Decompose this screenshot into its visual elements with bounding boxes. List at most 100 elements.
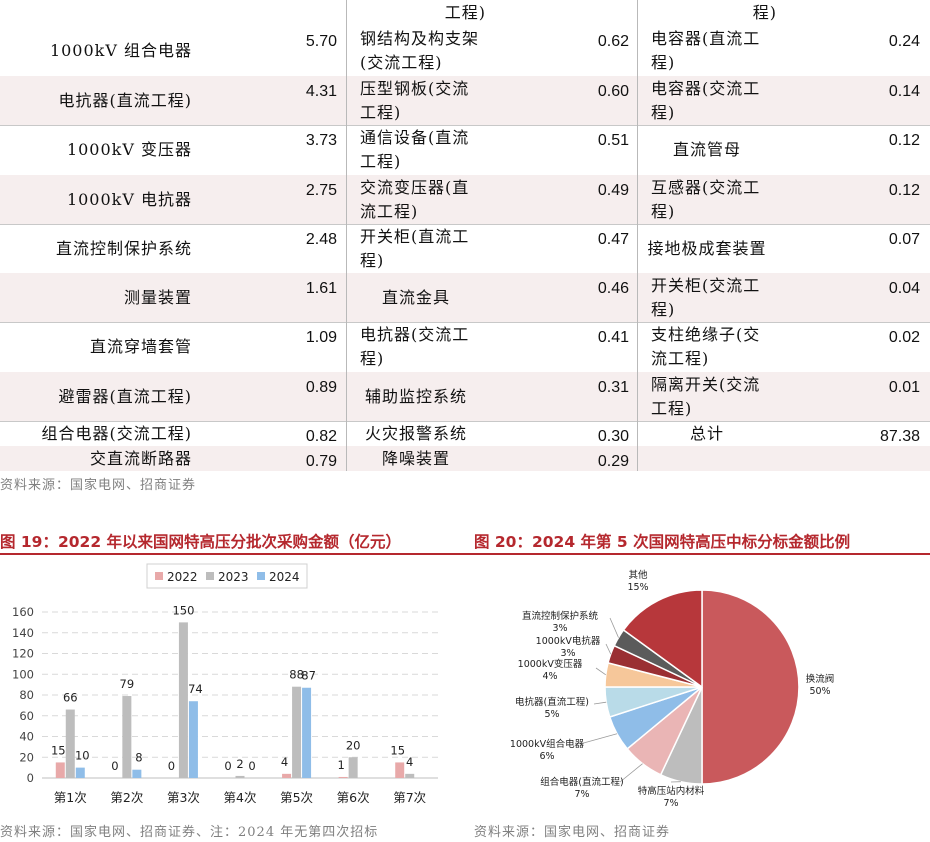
table-row: 交直流断路器 0.79 降噪装置 0.29: [0, 446, 930, 471]
bar: [395, 762, 405, 778]
table-cell-name: 避雷器(直流工程): [0, 372, 198, 421]
table-cell-name: 电抗器(交流工程): [346, 322, 486, 372]
table-row-partial: 工程) 程): [0, 0, 930, 26]
table-row-divider: [0, 322, 930, 323]
data-label: 88: [289, 668, 304, 682]
cell-text: 直流管母: [672, 140, 741, 159]
table-cell-value: 0.49: [597, 182, 629, 199]
data-label: 66: [63, 691, 78, 705]
table-cell-name: 直流控制保护系统: [0, 224, 198, 273]
table-cell-name: 交流变压器(直流工程): [346, 175, 486, 224]
fig19-title: 图 19：2022 年以来国网特高压分批次采购金额（亿元）: [0, 533, 402, 551]
slice-label: 1000kV变压器: [518, 658, 583, 670]
title-rule: [0, 553, 930, 555]
legend-label: 2022: [167, 570, 198, 584]
legend-swatch: [155, 572, 163, 580]
table-cell-name: 开关柜(交流工程): [637, 273, 777, 322]
table-cell-name: [637, 446, 777, 471]
table-cell-name: 电容器(交流工程): [637, 76, 777, 125]
table-cell-value: 0.29: [597, 453, 629, 470]
cell-text: 1000kV 组合电器: [49, 41, 192, 60]
data-label: 15: [51, 743, 66, 757]
table-cell-name: 1000kV 组合电器: [0, 26, 198, 76]
table-cell-name: 直流金具: [346, 273, 486, 322]
data-label: 0: [168, 759, 175, 773]
table-cell-value: 0.82: [305, 428, 337, 445]
fig20-source: 资料来源：国家电网、招商证券: [474, 825, 671, 840]
pie-slice: [622, 589, 703, 689]
table-cell-name: 交直流断路器: [0, 446, 198, 471]
table-cell-value: 0.14: [888, 83, 920, 100]
table-cell-value: 0.60: [597, 83, 629, 100]
table-cell-value: 1.61: [305, 280, 337, 297]
bar: [122, 696, 132, 778]
cell-text: 总计: [689, 423, 724, 443]
bar: [65, 709, 75, 778]
cell-text: 交直流断路器: [89, 448, 192, 468]
table-cell-name: 开关柜(直流工程): [346, 224, 486, 273]
table-cell-value: 0.24: [888, 33, 920, 50]
cell-text: 隔离开关(交流工程): [651, 374, 761, 418]
data-label: 4: [281, 755, 288, 769]
table-cell-name: 辅助监控系统: [346, 372, 486, 421]
bar: [235, 775, 245, 778]
pie-slice: [701, 589, 800, 785]
cell-text: 降噪装置: [381, 448, 450, 468]
cell-text: 火灾报警系统: [364, 423, 467, 443]
table-row: 避雷器(直流工程) 0.89 辅助监控系统 0.31 隔离开关(交流工程) 0.01: [0, 372, 930, 421]
slice-label: 1000kV组合电器: [510, 738, 585, 750]
table-cell-name: 互感器(交流工程): [637, 175, 777, 224]
slice-percent: 6%: [539, 751, 554, 762]
table-cell-name: 隔离开关(交流工程): [637, 372, 777, 421]
table-row: 测量装置 1.61 直流金具 0.46 开关柜(交流工程) 0.04: [0, 273, 930, 322]
y-tick-label: 60: [19, 709, 34, 723]
table-cell-name: 支柱绝缘子(交流工程): [637, 322, 777, 372]
cell-text: 测量装置: [123, 287, 192, 307]
cell-text: 组合电器(交流工程): [41, 423, 192, 443]
table-cell-value: 0.62: [597, 33, 629, 50]
table-cell-name: 直流管母: [637, 125, 777, 175]
table-cell-name: 测量装置: [0, 273, 198, 322]
slice-percent: 7%: [663, 798, 678, 809]
table-cell-name: 钢结构及构支架(交流工程): [346, 26, 486, 76]
table-row-divider: [0, 125, 930, 126]
x-tick-label: 第2次: [110, 790, 143, 805]
cell-text: 通信设备(直流工程): [360, 128, 470, 171]
bar: [132, 769, 142, 778]
cell-text: 1000kV 变压器: [66, 140, 192, 159]
table-cell-value: 4.31: [305, 83, 337, 100]
cell-text: 电容器(交流工程): [651, 78, 761, 122]
data-label: 4: [406, 755, 413, 769]
table-row: 1000kV 变压器 3.73 通信设备(直流工程) 0.51 直流管母 0.12: [0, 125, 930, 175]
table-cell-name: 1000kV 变压器: [0, 125, 198, 175]
slice-percent: 3%: [560, 648, 575, 659]
table-source: 资料来源：国家电网、招商证券: [0, 478, 197, 493]
slice-label: 电抗器(直流工程): [515, 696, 589, 708]
slice-percent: 3%: [552, 623, 567, 634]
table-cell-value: 5.70: [305, 33, 337, 50]
leader-line: [619, 763, 643, 783]
table-cell-value: 0.89: [305, 379, 337, 396]
x-tick-label: 第6次: [337, 790, 370, 805]
x-tick-label: 第4次: [224, 790, 257, 805]
table-cell-value: 0.46: [597, 280, 629, 297]
data-label: 1: [337, 758, 344, 772]
pie-leader-lines: [579, 617, 681, 783]
slice-label: 其他: [628, 569, 648, 581]
table-cell-value: 0.31: [597, 379, 629, 396]
bar: [338, 776, 348, 778]
y-tick-label: 0: [27, 771, 34, 785]
x-tick-label: 第1次: [54, 790, 87, 805]
bar: [348, 757, 358, 778]
data-label: 79: [120, 677, 135, 691]
x-tick-label: 第5次: [280, 790, 313, 805]
bar: [188, 701, 198, 778]
data-label: 15: [390, 743, 405, 757]
y-tick-label: 40: [19, 730, 34, 744]
procurement-table: 工程) 程) 1000kV 组合电器 5.70 钢结构及构支架(交流工程) 0.62 电…: [0, 0, 930, 471]
table-cell-value: 0.79: [305, 453, 337, 470]
table-cell-name: 压型钢板(交流工程): [346, 76, 486, 125]
table-cell-name: 组合电器(交流工程): [0, 421, 198, 446]
legend-swatch: [206, 572, 214, 580]
